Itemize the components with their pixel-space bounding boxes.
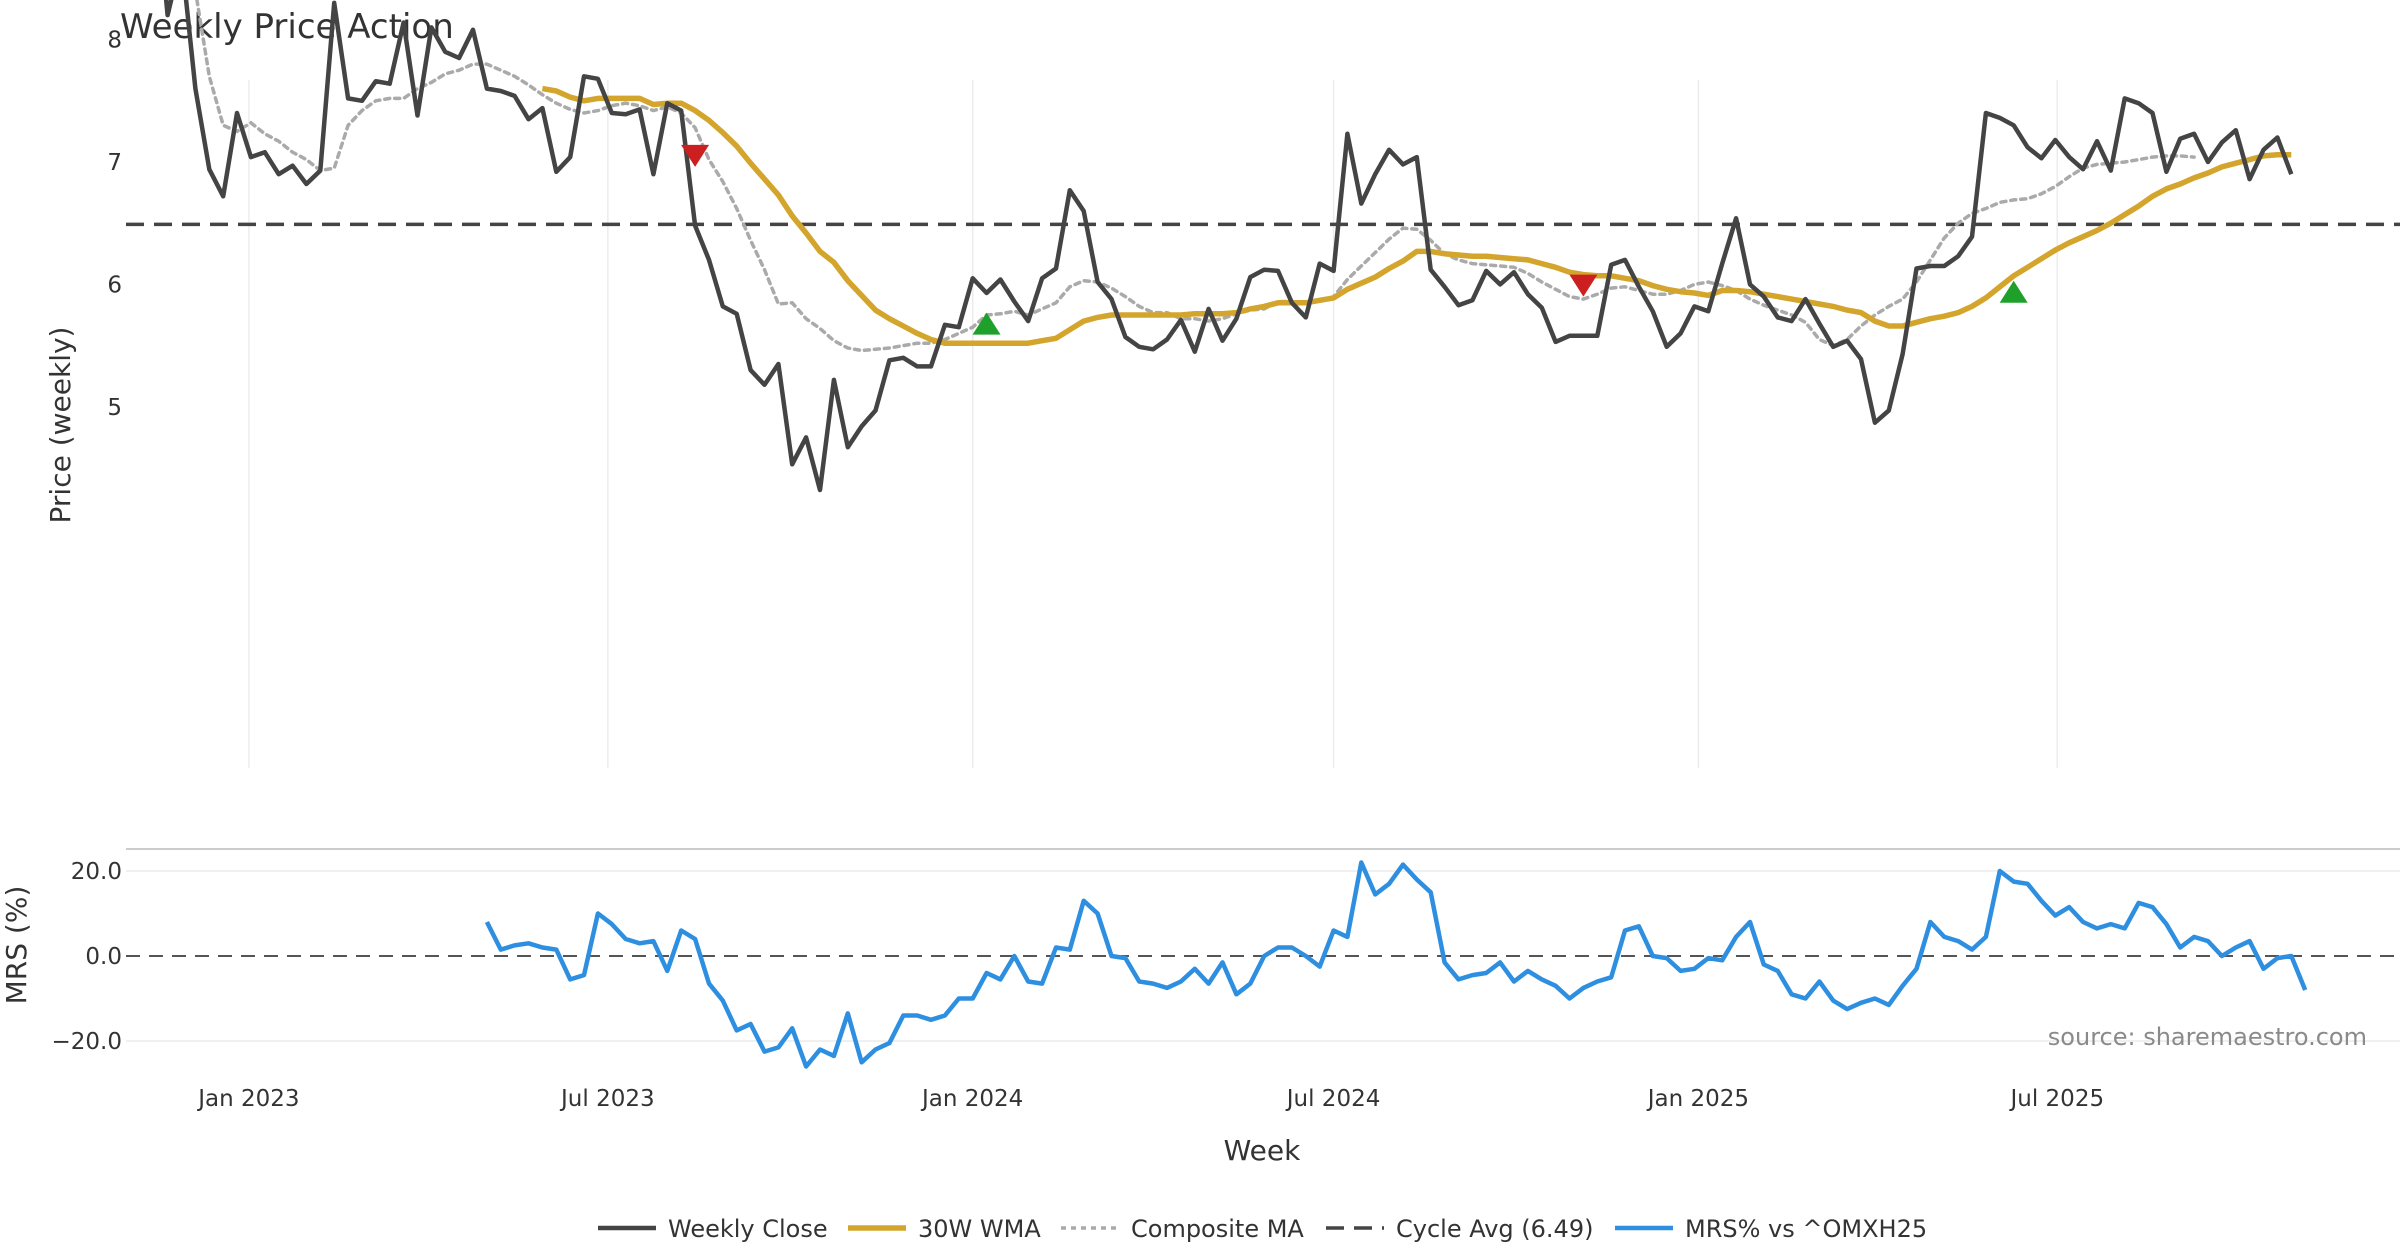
legend-item-label: MRS% vs ^OMXH25	[1685, 1215, 1927, 1243]
legend-item-label: Weekly Close	[668, 1215, 828, 1243]
wma-30w-line	[541, 85, 2292, 346]
price-y-tick-label: 6	[107, 272, 122, 298]
mrs-line	[484, 860, 2308, 1069]
sell-signal-marker	[1569, 274, 1598, 297]
mrs-y-tick-label: 20.0	[71, 859, 122, 885]
source-note: source: sharemaestro.com	[2048, 1023, 2367, 1051]
price-series-layer	[126, 0, 2400, 493]
legend-item-label: 30W WMA	[918, 1215, 1041, 1243]
price-y-tick-label: 8	[107, 28, 122, 54]
signal-markers	[681, 144, 2028, 335]
x-axis-label: Week	[1224, 1134, 1301, 1167]
sell-signal-marker	[681, 144, 710, 167]
x-tick-label: Jan 2023	[196, 1086, 299, 1112]
legend: Weekly Close 30W WMA Composite MA Cycle Avg…	[598, 1215, 1927, 1243]
price-y-ticks: 56789	[107, 28, 122, 421]
mrs-y-axis-label: MRS (%)	[0, 886, 33, 1005]
mrs-y-ticks: 20.0 0.0 −20.0	[52, 859, 122, 1055]
price-grid	[248, 80, 2059, 768]
legend-item-label: Cycle Avg (6.49)	[1396, 1215, 1593, 1243]
buy-signal-marker	[1999, 280, 2028, 303]
x-tick-label: Jan 2024	[920, 1086, 1023, 1112]
weekly-close-line	[163, 0, 2294, 493]
mrs-grid	[126, 848, 2400, 1042]
mrs-series-layer	[484, 860, 2308, 1069]
x-tick-label: Jul 2024	[1285, 1086, 1381, 1112]
price-y-axis-label: Price (weekly)	[44, 327, 77, 524]
buy-signal-marker	[972, 312, 1001, 335]
mrs-y-tick-label: −20.0	[52, 1029, 122, 1055]
price-y-tick-label: 7	[107, 150, 122, 176]
x-tick-label: Jul 2023	[559, 1086, 655, 1112]
legend-item-label: Composite MA	[1131, 1215, 1304, 1243]
x-ticks: Jan 2023 Jul 2023 Jan 2024 Jul 2024 Jan 2025…	[196, 1086, 2104, 1112]
x-tick-label: Jan 2025	[1646, 1086, 1749, 1112]
mrs-y-tick-label: 0.0	[85, 944, 122, 970]
price-y-tick-label: 5	[107, 395, 122, 421]
x-tick-label: Jul 2025	[2008, 1086, 2104, 1112]
composite-ma-line	[195, 0, 2196, 353]
